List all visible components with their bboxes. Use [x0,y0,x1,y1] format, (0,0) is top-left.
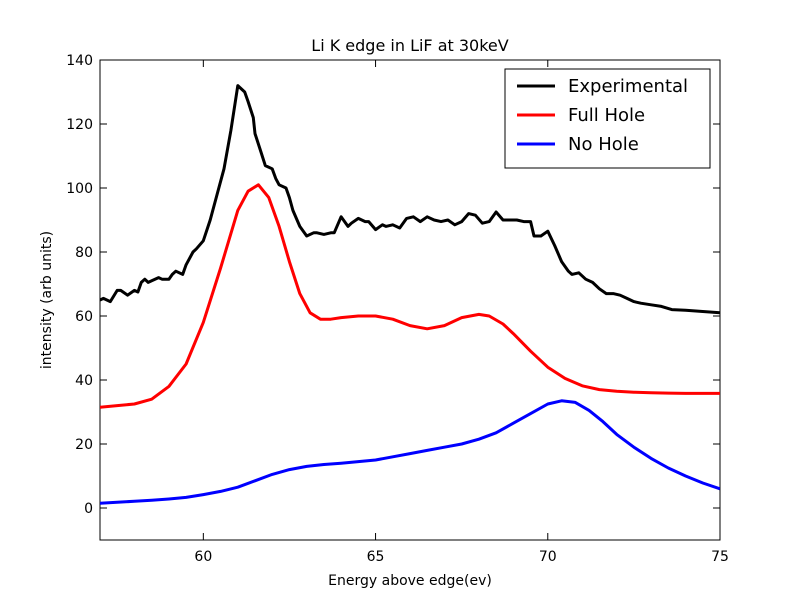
x-tick-label: 65 [367,549,385,565]
y-tick-label: 40 [75,373,93,389]
series-layer [100,84,720,505]
series-line-experimental [100,84,720,315]
ticks-layer: 60 65 70 75 0 20 40 60 80 100 120 140 [66,53,729,565]
legend-entry-label: Experimental [568,76,688,97]
y-tick-label: 60 [75,309,93,325]
legend-entry-label: No Hole [568,134,639,155]
x-tick-label: 70 [539,549,557,565]
legend: Experimental Full Hole No Hole [504,68,711,169]
y-tick-label: 140 [66,53,93,69]
legend-entry-label: Full Hole [568,105,645,126]
y-axis-label: intensity (arb units) [39,231,55,369]
series-line-no-hole [100,399,720,505]
y-tick-label: 20 [75,437,93,453]
x-tick-label: 75 [711,549,729,565]
x-tick-label: 60 [194,549,212,565]
y-tick-label: 120 [66,117,93,133]
y-tick-label: 80 [75,245,93,261]
chart-title: Li K edge in LiF at 30keV [311,36,508,55]
x-axis-label: Energy above edge(ev) [328,573,492,589]
y-tick-label: 0 [84,501,93,517]
series-line-full-hole [100,183,720,409]
y-tick-label: 100 [66,181,93,197]
